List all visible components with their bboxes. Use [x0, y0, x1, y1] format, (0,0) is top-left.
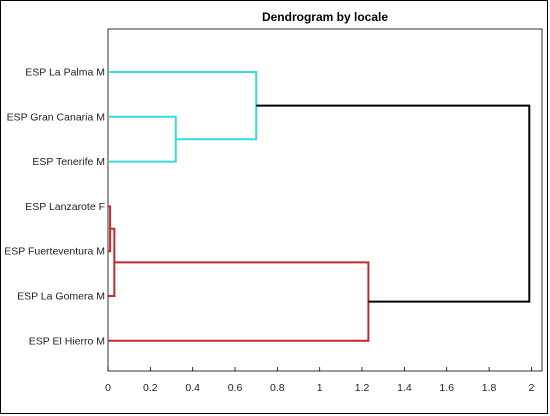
dendrogram-link [108, 205, 112, 253]
leaf-label: ESP Gran Canaria M [7, 111, 105, 123]
dendrogram-link [108, 71, 258, 141]
plot-area [107, 28, 543, 372]
dendrogram-link [256, 104, 531, 303]
leaf-label: ESP Fuerteventura M [4, 246, 105, 258]
x-tick-label: 1.2 [355, 382, 370, 394]
dendrogram-link [108, 227, 116, 297]
x-tick-label: 0.6 [228, 382, 243, 394]
chart-title: Dendrogram by locale [262, 10, 388, 24]
x-tick-label: 0.4 [185, 382, 200, 394]
x-axis-ticks: 0 0.2 0.4 0.6 0.8 1 1.2 1.4 1.6 1.8 2 [105, 367, 534, 394]
x-tick-label: 0 [105, 382, 111, 394]
dendrogram-link [108, 115, 177, 163]
x-tick-label: 2 [528, 382, 534, 394]
x-tick-label: 0.2 [143, 382, 158, 394]
leaf-labels: ESP La Palma M ESP Gran Canaria M ESP Tene… [4, 67, 105, 348]
x-tick-label: 1.4 [397, 382, 412, 394]
x-tick-label: 1.8 [482, 382, 497, 394]
leaf-label: ESP La Palma M [25, 67, 105, 79]
x-tick-label: 1.6 [439, 382, 454, 394]
dendrogram-links [108, 71, 531, 342]
x-tick-label: 1 [317, 382, 323, 394]
leaf-label: ESP Tenerife M [32, 156, 105, 168]
leaf-label: ESP La Gomera M [17, 291, 105, 303]
x-tick-label: 0.8 [270, 382, 285, 394]
dendrogram-link [108, 261, 370, 342]
leaf-label: ESP Lanzarote F [25, 201, 105, 213]
leaf-label: ESP El Hierro M [29, 335, 105, 347]
